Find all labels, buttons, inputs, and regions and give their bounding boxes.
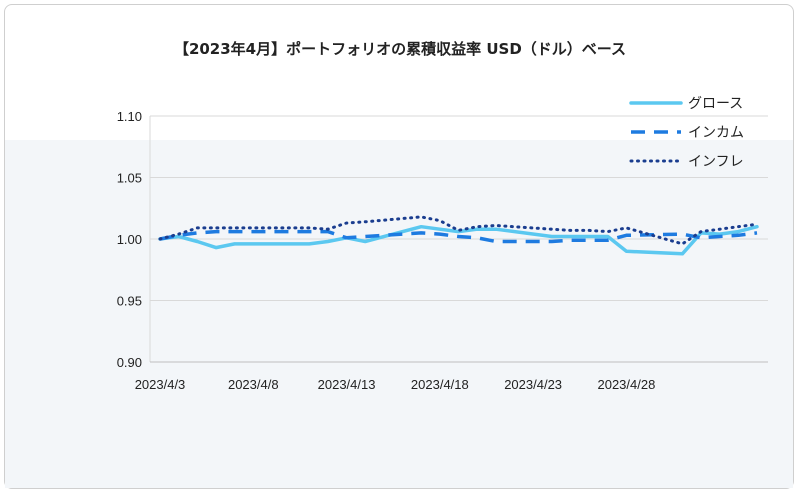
legend-label: インフレ [688,154,744,170]
series-line-2 [158,215,759,246]
x-tick-label: 2023/4/3 [135,377,186,392]
x-tick-label: 2023/4/8 [228,377,279,392]
chart-title: 【2023年4月】ポートフォリオの累積収益率 USD（ドル）ベース [173,40,627,58]
y-tick-label: 1.05 [117,171,142,186]
legend-label: グロース [688,96,743,112]
series-line-0 [158,224,759,256]
y-tick-label: 1.10 [117,109,142,124]
x-tick-label: 2023/4/28 [597,377,655,392]
y-tick-label: 0.95 [117,294,142,309]
y-tick-label: 1.00 [117,232,142,247]
x-tick-label: 2023/4/13 [318,377,376,392]
lower-background-band [5,370,793,488]
x-tick-label: 2023/4/18 [411,377,469,392]
plot-background-band [5,140,793,370]
series-line-1 [159,229,758,244]
x-tick-label: 2023/4/23 [504,377,562,392]
y-tick-label: 0.90 [117,355,142,370]
legend-label: インカム [688,125,744,141]
